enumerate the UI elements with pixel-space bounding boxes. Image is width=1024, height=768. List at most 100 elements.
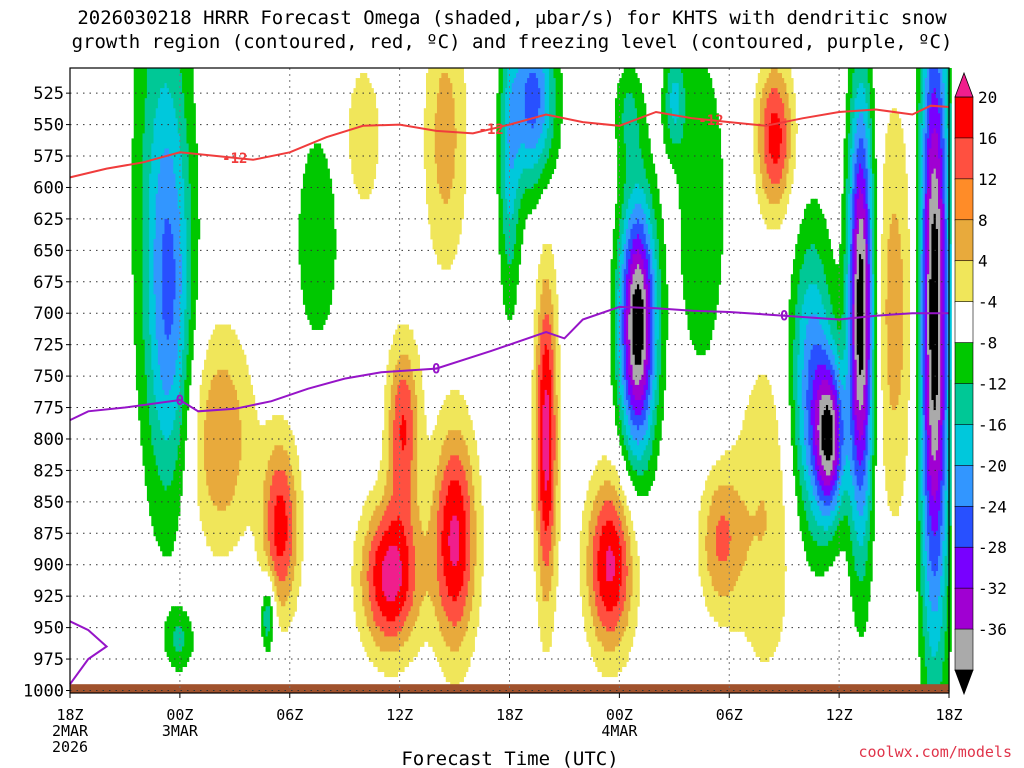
omega-cell	[935, 178, 939, 230]
omega-cell	[454, 455, 458, 481]
omega-cell	[412, 591, 416, 627]
omega-cell	[773, 88, 776, 114]
omega-cell	[584, 500, 588, 632]
omega-cell	[274, 470, 278, 507]
omega-cell	[865, 68, 869, 104]
freezing-level-contour-line-low	[69, 620, 109, 685]
omega-cell	[357, 520, 361, 632]
omega-cell	[810, 425, 814, 466]
omega-cell	[531, 128, 535, 149]
omega-cell	[823, 545, 827, 572]
omega-cell	[803, 339, 807, 446]
omega-cell	[276, 415, 280, 446]
omega-cell	[401, 606, 405, 627]
omega-cell	[929, 68, 933, 109]
omega-cell	[825, 284, 829, 320]
omega-cell	[606, 500, 609, 522]
omega-cell	[382, 651, 385, 673]
omega-cell	[724, 596, 728, 627]
omega-cell	[511, 213, 515, 260]
colorbar-top-arrow	[954, 71, 974, 98]
omega-cell	[621, 264, 625, 310]
omega-cell	[865, 560, 869, 622]
omega-cell	[654, 218, 658, 260]
omega-cell	[621, 636, 625, 667]
omega-cell	[373, 565, 377, 587]
omega-cell	[757, 153, 761, 205]
omega-cell	[421, 601, 425, 647]
omega-cell	[162, 233, 166, 320]
omega-cell	[366, 530, 370, 572]
omega-cell	[867, 208, 871, 265]
omega-cell	[524, 118, 528, 149]
omega-cell	[852, 344, 856, 421]
omega-cell	[852, 68, 856, 74]
omega-cell	[294, 445, 297, 491]
omega-cell	[867, 83, 871, 129]
omega-cell	[722, 515, 726, 562]
omega-cell	[454, 515, 458, 567]
omega-cell	[819, 500, 823, 512]
omega-cell	[447, 68, 451, 79]
omega-cell	[452, 626, 456, 652]
omega-cell	[768, 123, 772, 154]
omega-cell	[542, 73, 546, 124]
omega-cell	[834, 530, 838, 557]
omega-cell	[863, 68, 867, 89]
omega-cell	[713, 591, 717, 622]
freezing-level-contour-label: 0	[432, 362, 440, 378]
omega-cell	[443, 203, 447, 270]
omega-cell	[834, 410, 838, 466]
omega-cell	[597, 515, 601, 552]
omega-cell	[861, 581, 864, 637]
omega-cell	[393, 636, 396, 652]
omega-cell	[872, 455, 875, 542]
omega-cell	[944, 138, 948, 220]
omega-cell	[377, 606, 381, 627]
omega-cell	[320, 148, 324, 330]
omega-cell	[918, 68, 922, 104]
omega-cell	[639, 379, 642, 401]
omega-cell	[144, 68, 148, 99]
omega-cell	[771, 113, 774, 159]
omega-cell	[454, 128, 458, 149]
omega-cell	[237, 475, 240, 542]
omega-cell	[709, 576, 713, 617]
omega-cell	[863, 576, 867, 632]
omega-cell	[280, 581, 284, 607]
omega-cell	[447, 646, 451, 683]
omega-cell	[285, 420, 289, 451]
credit-url[interactable]: coolwx.com/models	[858, 743, 1012, 761]
omega-cell	[254, 410, 258, 552]
omega-cell	[790, 78, 794, 185]
omega-cell	[210, 379, 214, 501]
omega-cell	[856, 460, 860, 486]
omega-cell	[461, 394, 464, 436]
omega-cell	[177, 626, 181, 652]
omega-cell	[452, 565, 456, 602]
omega-cell	[221, 324, 225, 371]
omega-cell	[632, 470, 636, 486]
omega-cell	[716, 525, 719, 557]
omega-cell	[423, 535, 427, 597]
omega-cell	[724, 485, 728, 522]
omega-cell	[217, 324, 221, 371]
omega-cell	[155, 410, 159, 466]
omega-cell	[612, 525, 616, 557]
omega-cell	[718, 520, 722, 562]
omega-cell	[836, 465, 840, 481]
omega-cell	[927, 490, 930, 537]
omega-cell	[645, 410, 649, 431]
omega-cell	[823, 349, 827, 366]
omega-cell	[799, 485, 803, 532]
omega-cell	[287, 455, 291, 486]
omega-cell	[823, 410, 827, 456]
omega-cell	[760, 540, 763, 662]
omega-cell	[823, 394, 827, 411]
omega-cell	[529, 148, 533, 170]
omega-cell	[861, 193, 864, 220]
omega-cell	[603, 626, 607, 652]
omega-cell	[929, 148, 933, 200]
omega-cell	[628, 198, 631, 220]
omega-cell	[713, 98, 717, 320]
